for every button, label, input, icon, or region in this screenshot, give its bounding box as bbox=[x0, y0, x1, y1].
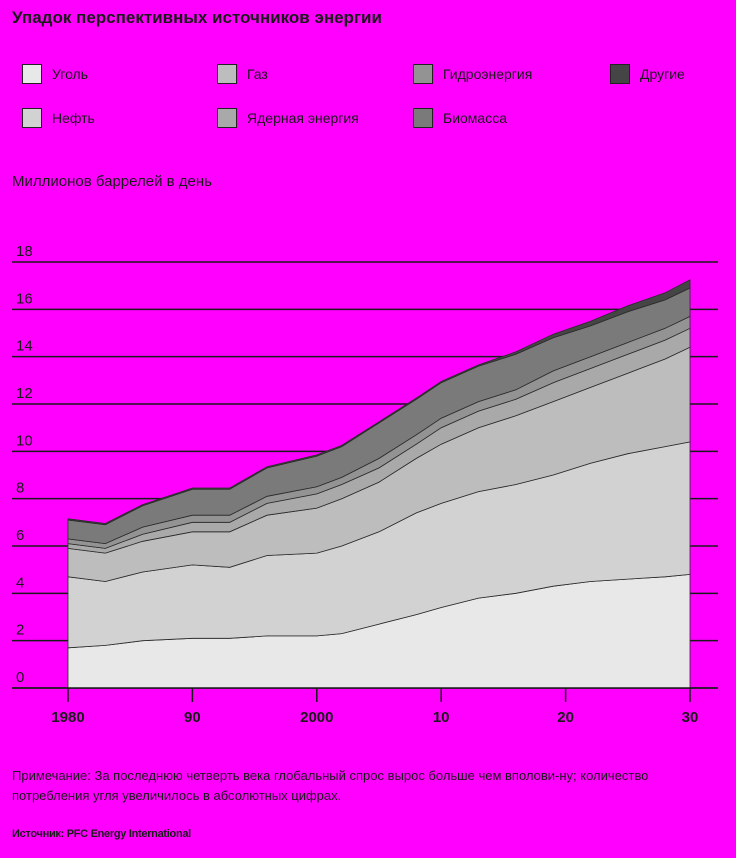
y-tick-label: 2 bbox=[16, 622, 24, 639]
x-tick-label: 10 bbox=[433, 709, 450, 726]
legend-item-gas: Газ bbox=[217, 64, 268, 84]
legend-label-nuclear: Ядерная энергия bbox=[247, 110, 359, 126]
legend-swatch-other bbox=[610, 64, 630, 84]
y-tick-label: 10 bbox=[16, 432, 33, 449]
stacked-areas bbox=[67, 279, 691, 689]
y-tick-label: 12 bbox=[16, 385, 33, 402]
y-tick-label: 14 bbox=[16, 338, 33, 355]
area-series-6 bbox=[67, 279, 691, 526]
legend-item-hydro: Гидроэнергия bbox=[413, 64, 532, 84]
legend-swatch-coal bbox=[22, 64, 42, 84]
legend-label-coal: Уголь bbox=[52, 66, 89, 82]
legend-label-other: Другие bbox=[640, 66, 685, 82]
chart-note: Примечание: За последнюю четверть века г… bbox=[12, 768, 649, 803]
legend-item-coal: Уголь bbox=[22, 64, 88, 84]
legend-item-oil: Нефть bbox=[22, 108, 95, 128]
legend-swatch-oil bbox=[22, 108, 42, 128]
x-tick-label: 90 bbox=[184, 709, 201, 726]
legend-swatch-hydro bbox=[413, 64, 433, 84]
legend-item-biomass: Биомасса bbox=[413, 108, 507, 128]
legend-label-biomass: Биомасса bbox=[443, 110, 507, 126]
legend-label-gas: Газ bbox=[247, 66, 268, 82]
y-tick-label: 4 bbox=[16, 574, 24, 591]
x-tick-label: 2000 bbox=[300, 709, 333, 726]
chart-source: Источник: PFC Energy International bbox=[12, 828, 191, 840]
x-tick-label: 20 bbox=[557, 709, 574, 726]
y-axis-label: Миллионов баррелей в день bbox=[12, 173, 212, 190]
x-tick-label: 1980 bbox=[51, 709, 84, 726]
y-tick-label: 0 bbox=[16, 669, 24, 686]
legend-swatch-biomass bbox=[413, 108, 433, 128]
x-axis: 1980 90 2000 10 20 30 bbox=[12, 687, 718, 726]
y-tick-labels: 0 2 4 6 8 10 12 14 16 18 bbox=[16, 243, 33, 686]
x-tick-label: 30 bbox=[682, 709, 699, 726]
legend-item-nuclear: Ядерная энергия bbox=[217, 108, 359, 128]
legend-label-oil: Нефть bbox=[52, 110, 95, 126]
legend-item-other: Другие bbox=[610, 64, 685, 84]
y-tick-label: 6 bbox=[16, 527, 24, 544]
legend-label-hydro: Гидроэнергия bbox=[443, 66, 533, 82]
legend-swatch-gas bbox=[217, 64, 237, 84]
y-tick-label: 16 bbox=[16, 290, 33, 307]
chart-title: Упадок перспективных источников энергии bbox=[12, 8, 382, 27]
legend-swatch-nuclear bbox=[217, 108, 237, 128]
y-tick-label: 8 bbox=[16, 480, 24, 497]
y-tick-label: 18 bbox=[16, 243, 33, 260]
